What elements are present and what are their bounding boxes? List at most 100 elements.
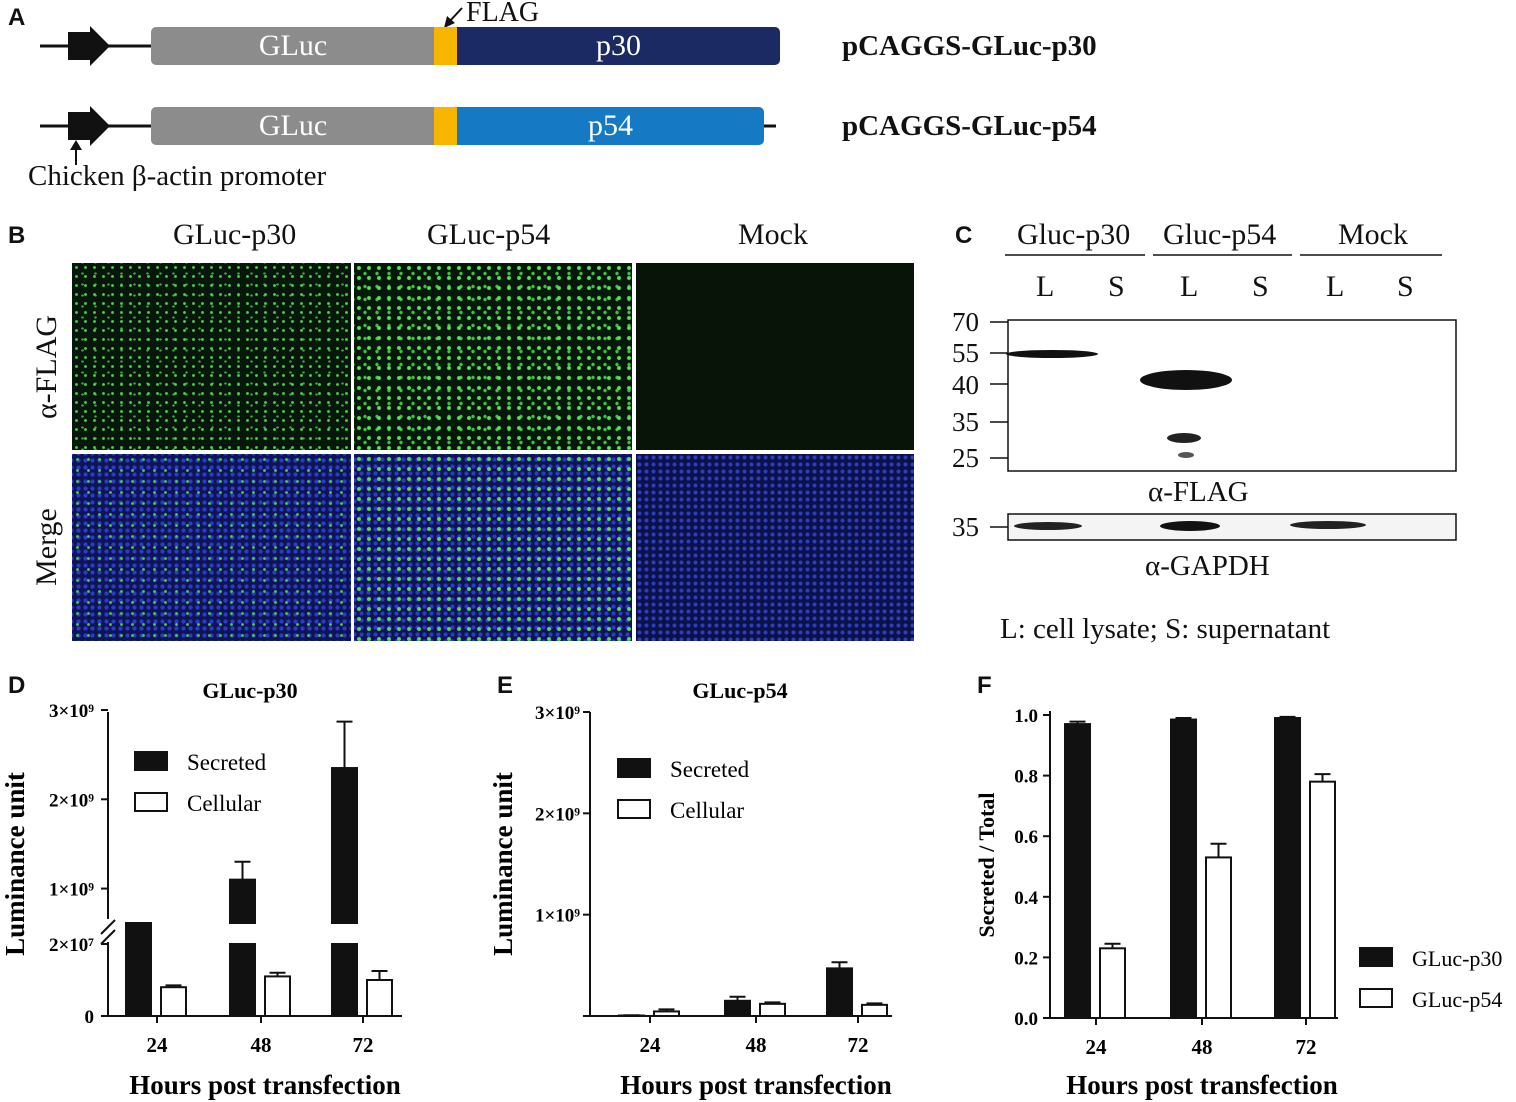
band-p54-lysate-25kd: [1178, 452, 1194, 458]
construct1-insert-label: p30: [596, 29, 641, 62]
panel-letter-d: D: [8, 672, 26, 699]
chart-e-legend-secreted-swatch: [617, 758, 651, 778]
chart-f-xlabel: Hours post transfection: [1066, 1070, 1338, 1100]
chart-e-err-cellular-0: [658, 1008, 675, 1012]
panel-c-blot-frame: [990, 254, 1457, 541]
panel-letter-e: E: [497, 672, 514, 699]
lane-2: S: [1108, 270, 1125, 303]
mw-gapdh-35: 35: [952, 512, 979, 542]
chart-e-bar-secreted-2: [826, 967, 853, 1017]
chart-f-legend-p30-swatch: [1359, 947, 1393, 967]
chart-f-ytick-label-5: 1.0: [1014, 706, 1038, 727]
chart-e-err-secreted-2: [831, 961, 848, 969]
mw-55: 55: [952, 338, 979, 368]
chart-f-ytick-label-4: 0.8: [1014, 767, 1038, 788]
chart-e: GLuc-p54 Luminance unit Hours post trans…: [490, 678, 892, 1100]
chart-e-ytick-label-1: 2×10⁹: [535, 804, 580, 825]
flag-pointer-head-icon: [444, 16, 455, 28]
lane-5: L: [1326, 270, 1345, 303]
construct2-insert-segment: p54: [457, 107, 764, 145]
band-gapdh-2: [1160, 521, 1220, 531]
chart-f-legend-p30-label: GLuc-p30: [1412, 946, 1502, 971]
micrograph-p54-merge: [354, 454, 632, 641]
chart-d-xtick-label-2: 72: [353, 1033, 374, 1057]
chart-f-bar-series1-0: [1064, 723, 1091, 1019]
construct2-insert-label: p54: [588, 109, 633, 142]
chart-e-err-cellular-2: [866, 1002, 883, 1005]
chart-f-xtick-label-2: 72: [1296, 1035, 1317, 1059]
chart-d-title: GLuc-p30: [202, 678, 297, 703]
chart-f-xtick-label-0: 24: [1086, 1035, 1108, 1059]
panel-letter-c: C: [955, 222, 973, 249]
chart-d-bar-cellular-0: [160, 986, 187, 1018]
chart-d: GLuc-p30 Luminance unit Hours post trans…: [0, 678, 402, 1100]
panel-a-constructs: [40, 7, 776, 165]
chart-d-legend-secreted-swatch: [134, 751, 168, 771]
construct1-gluc-segment: GLuc: [151, 27, 435, 65]
panel-letter-a: A: [8, 4, 26, 31]
mw-35: 35: [952, 407, 979, 437]
chart-d-err-secreted-0: [130, 943, 147, 947]
blot-gapdh-membrane: [1007, 513, 1457, 541]
panel-b-col-3: Mock: [738, 218, 808, 251]
promoter-arrow-icon-1: [68, 26, 110, 66]
panel-letter-b: B: [8, 222, 26, 249]
promoter-arrow-icon-2: [68, 106, 110, 146]
blot-flag-label: α-FLAG: [1148, 476, 1249, 508]
chart-e-legend-cellular-label: Cellular: [670, 798, 744, 823]
chart-f: Secreted / Total Hours post transfection…: [974, 706, 1502, 1100]
chart-e-err-cellular-1: [764, 1001, 781, 1004]
chart-f-err-series2-1: [1210, 842, 1227, 858]
chart-f-bar-series1-2: [1274, 717, 1301, 1019]
band-gapdh-3: [1290, 521, 1366, 529]
chart-d-bar-secreted-2-lower: [331, 943, 358, 1017]
chart-f-ylabel: Secreted / Total: [974, 792, 999, 937]
band-p30-lysate: [1006, 350, 1098, 358]
chart-e-legend-secreted-label: Secreted: [670, 757, 750, 782]
chart-d-ytick-label-4: 3×10⁹: [49, 701, 94, 722]
chart-d-ytick-label-3: 2×10⁹: [49, 790, 94, 811]
lane-4: S: [1252, 270, 1269, 303]
micrograph-mock-flag: [636, 263, 914, 450]
chart-f-bar-series2-1: [1205, 856, 1232, 1019]
chart-f-ytick-label-0: 0.0: [1014, 1009, 1038, 1030]
chart-d-ylabel: Luminance unit: [0, 772, 30, 956]
band-p54-lysate-main: [1140, 370, 1232, 390]
mw-70: 70: [952, 307, 979, 337]
chart-e-bar-cellular-0: [653, 1010, 680, 1018]
chart-f-bar-series1-1: [1170, 718, 1197, 1019]
chart-d-err-cellular-1: [269, 971, 286, 977]
chart-d-ytick-label-0: 0: [85, 1007, 95, 1028]
chart-e-xtick-label-1: 48: [746, 1033, 767, 1057]
micrograph-p54-flag: [354, 263, 632, 450]
chart-f-err-series1-2: [1279, 715, 1296, 719]
chart-d-bar-secreted-1-lower: [229, 943, 256, 1017]
micrograph-p30-merge: [72, 454, 351, 641]
mw-25: 25: [952, 443, 979, 473]
chart-e-xtick-label-2: 72: [848, 1033, 869, 1057]
chart-e-xtick-label-0: 24: [640, 1033, 662, 1057]
blot-gapdh-label: α-GAPDH: [1145, 550, 1270, 582]
chart-d-bar-secreted-0-lower: [125, 943, 152, 1017]
chart-e-legend-cellular-swatch: [617, 799, 651, 819]
micrograph-mock-merge: [636, 454, 914, 641]
chart-f-bar-series2-0: [1099, 947, 1126, 1019]
construct1-name: pCAGGS-GLuc-p30: [842, 30, 1097, 62]
chart-d-bar-secreted-1: [229, 878, 256, 924]
chart-f-legend-p54-label: GLuc-p54: [1412, 987, 1502, 1012]
chart-d-legend-cellular-swatch: [134, 792, 168, 812]
chart-e-title: GLuc-p54: [692, 678, 787, 703]
chart-d-err-secreted-1: [234, 860, 251, 880]
blot-group-3: Mock: [1338, 218, 1408, 251]
chart-e-ytick-label-0: 1×10⁹: [535, 906, 580, 927]
chart-d-bar-secreted-0: [125, 922, 152, 948]
promoter-pointer-head-icon: [70, 140, 82, 150]
chart-f-xtick-label-1: 48: [1192, 1035, 1213, 1059]
chart-f-err-series1-0: [1069, 720, 1086, 725]
lane-6: S: [1397, 270, 1414, 303]
chart-d-xlabel: Hours post transfection: [129, 1070, 401, 1100]
chart-d-xtick-label-1: 48: [251, 1033, 272, 1057]
chart-d-bar-secreted-2: [331, 767, 358, 924]
construct2-flag-segment: [434, 107, 458, 145]
panel-b-col-2: GLuc-p54: [427, 218, 551, 251]
